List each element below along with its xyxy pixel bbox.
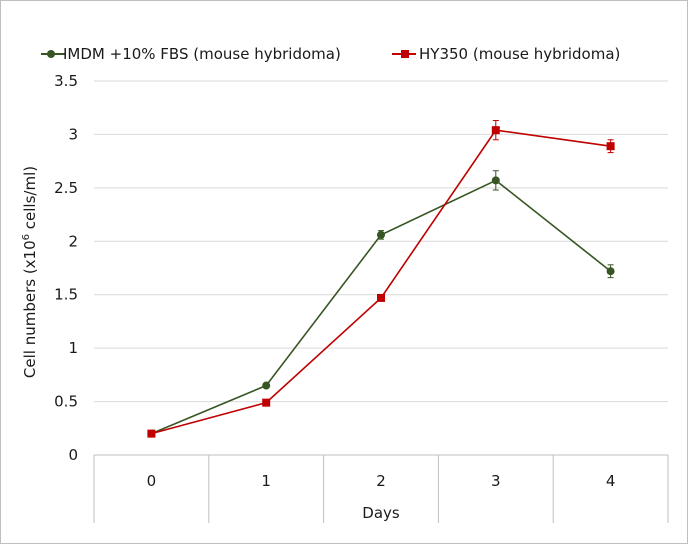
- x-axis: [93, 454, 669, 523]
- legend-label-hy350: HY350 (mouse hybridoma): [419, 45, 620, 63]
- data-point: [147, 429, 156, 438]
- y-axis-ticks: 0 0.5 1 1.5 2 2.5 3 3.5: [54, 72, 78, 464]
- data-point: [606, 267, 615, 276]
- data-point: [377, 293, 385, 302]
- gridlines: [94, 80, 668, 403]
- legend: IMDM +10% FBS (mouse hybridoma) HY350 (m…: [41, 45, 620, 63]
- x-tick-label: 0: [147, 472, 157, 490]
- legend-item-imdm: IMDM +10% FBS (mouse hybridoma): [41, 45, 341, 63]
- data-point: [377, 230, 385, 239]
- x-tick-label: 3: [491, 472, 501, 490]
- data-point: [262, 381, 271, 390]
- series-0: [147, 170, 615, 438]
- legend-marker-hy350: [401, 50, 409, 58]
- y-tick-label: 1.5: [54, 286, 78, 304]
- series-line: [151, 179, 612, 435]
- y-tick-label: 3: [68, 125, 78, 143]
- series-group: [147, 120, 615, 438]
- x-tick-label: 1: [261, 472, 271, 490]
- y-tick-label: 0: [68, 446, 78, 464]
- y-tick-label: 3.5: [54, 72, 78, 90]
- legend-item-hy350: HY350 (mouse hybridoma): [392, 45, 620, 63]
- y-axis-title-superscript: 6: [21, 234, 32, 240]
- y-tick-label: 1: [68, 339, 78, 357]
- x-tick-label: 4: [606, 472, 616, 490]
- y-axis-title-units: cells/ml): [21, 166, 39, 234]
- y-tick-label: 2: [68, 232, 78, 250]
- data-point: [491, 126, 500, 135]
- x-axis-title: Days: [362, 504, 400, 522]
- legend-marker-imdm: [47, 50, 55, 58]
- data-point: [262, 398, 271, 407]
- y-tick-label: 2.5: [54, 179, 78, 197]
- y-axis-title: Cell numbers (x106 cells/ml): [21, 166, 39, 378]
- legend-label-imdm: IMDM +10% FBS (mouse hybridoma): [63, 45, 341, 63]
- x-tick-label: 2: [376, 472, 386, 490]
- y-tick-label: 0.5: [54, 393, 78, 411]
- series-line: [151, 129, 611, 435]
- x-axis-ticks: 0 1 2 3 4: [147, 472, 616, 490]
- data-point: [606, 142, 615, 151]
- series-1: [147, 120, 615, 438]
- y-axis-title-main: Cell numbers (x10: [21, 240, 39, 378]
- data-point: [491, 176, 500, 185]
